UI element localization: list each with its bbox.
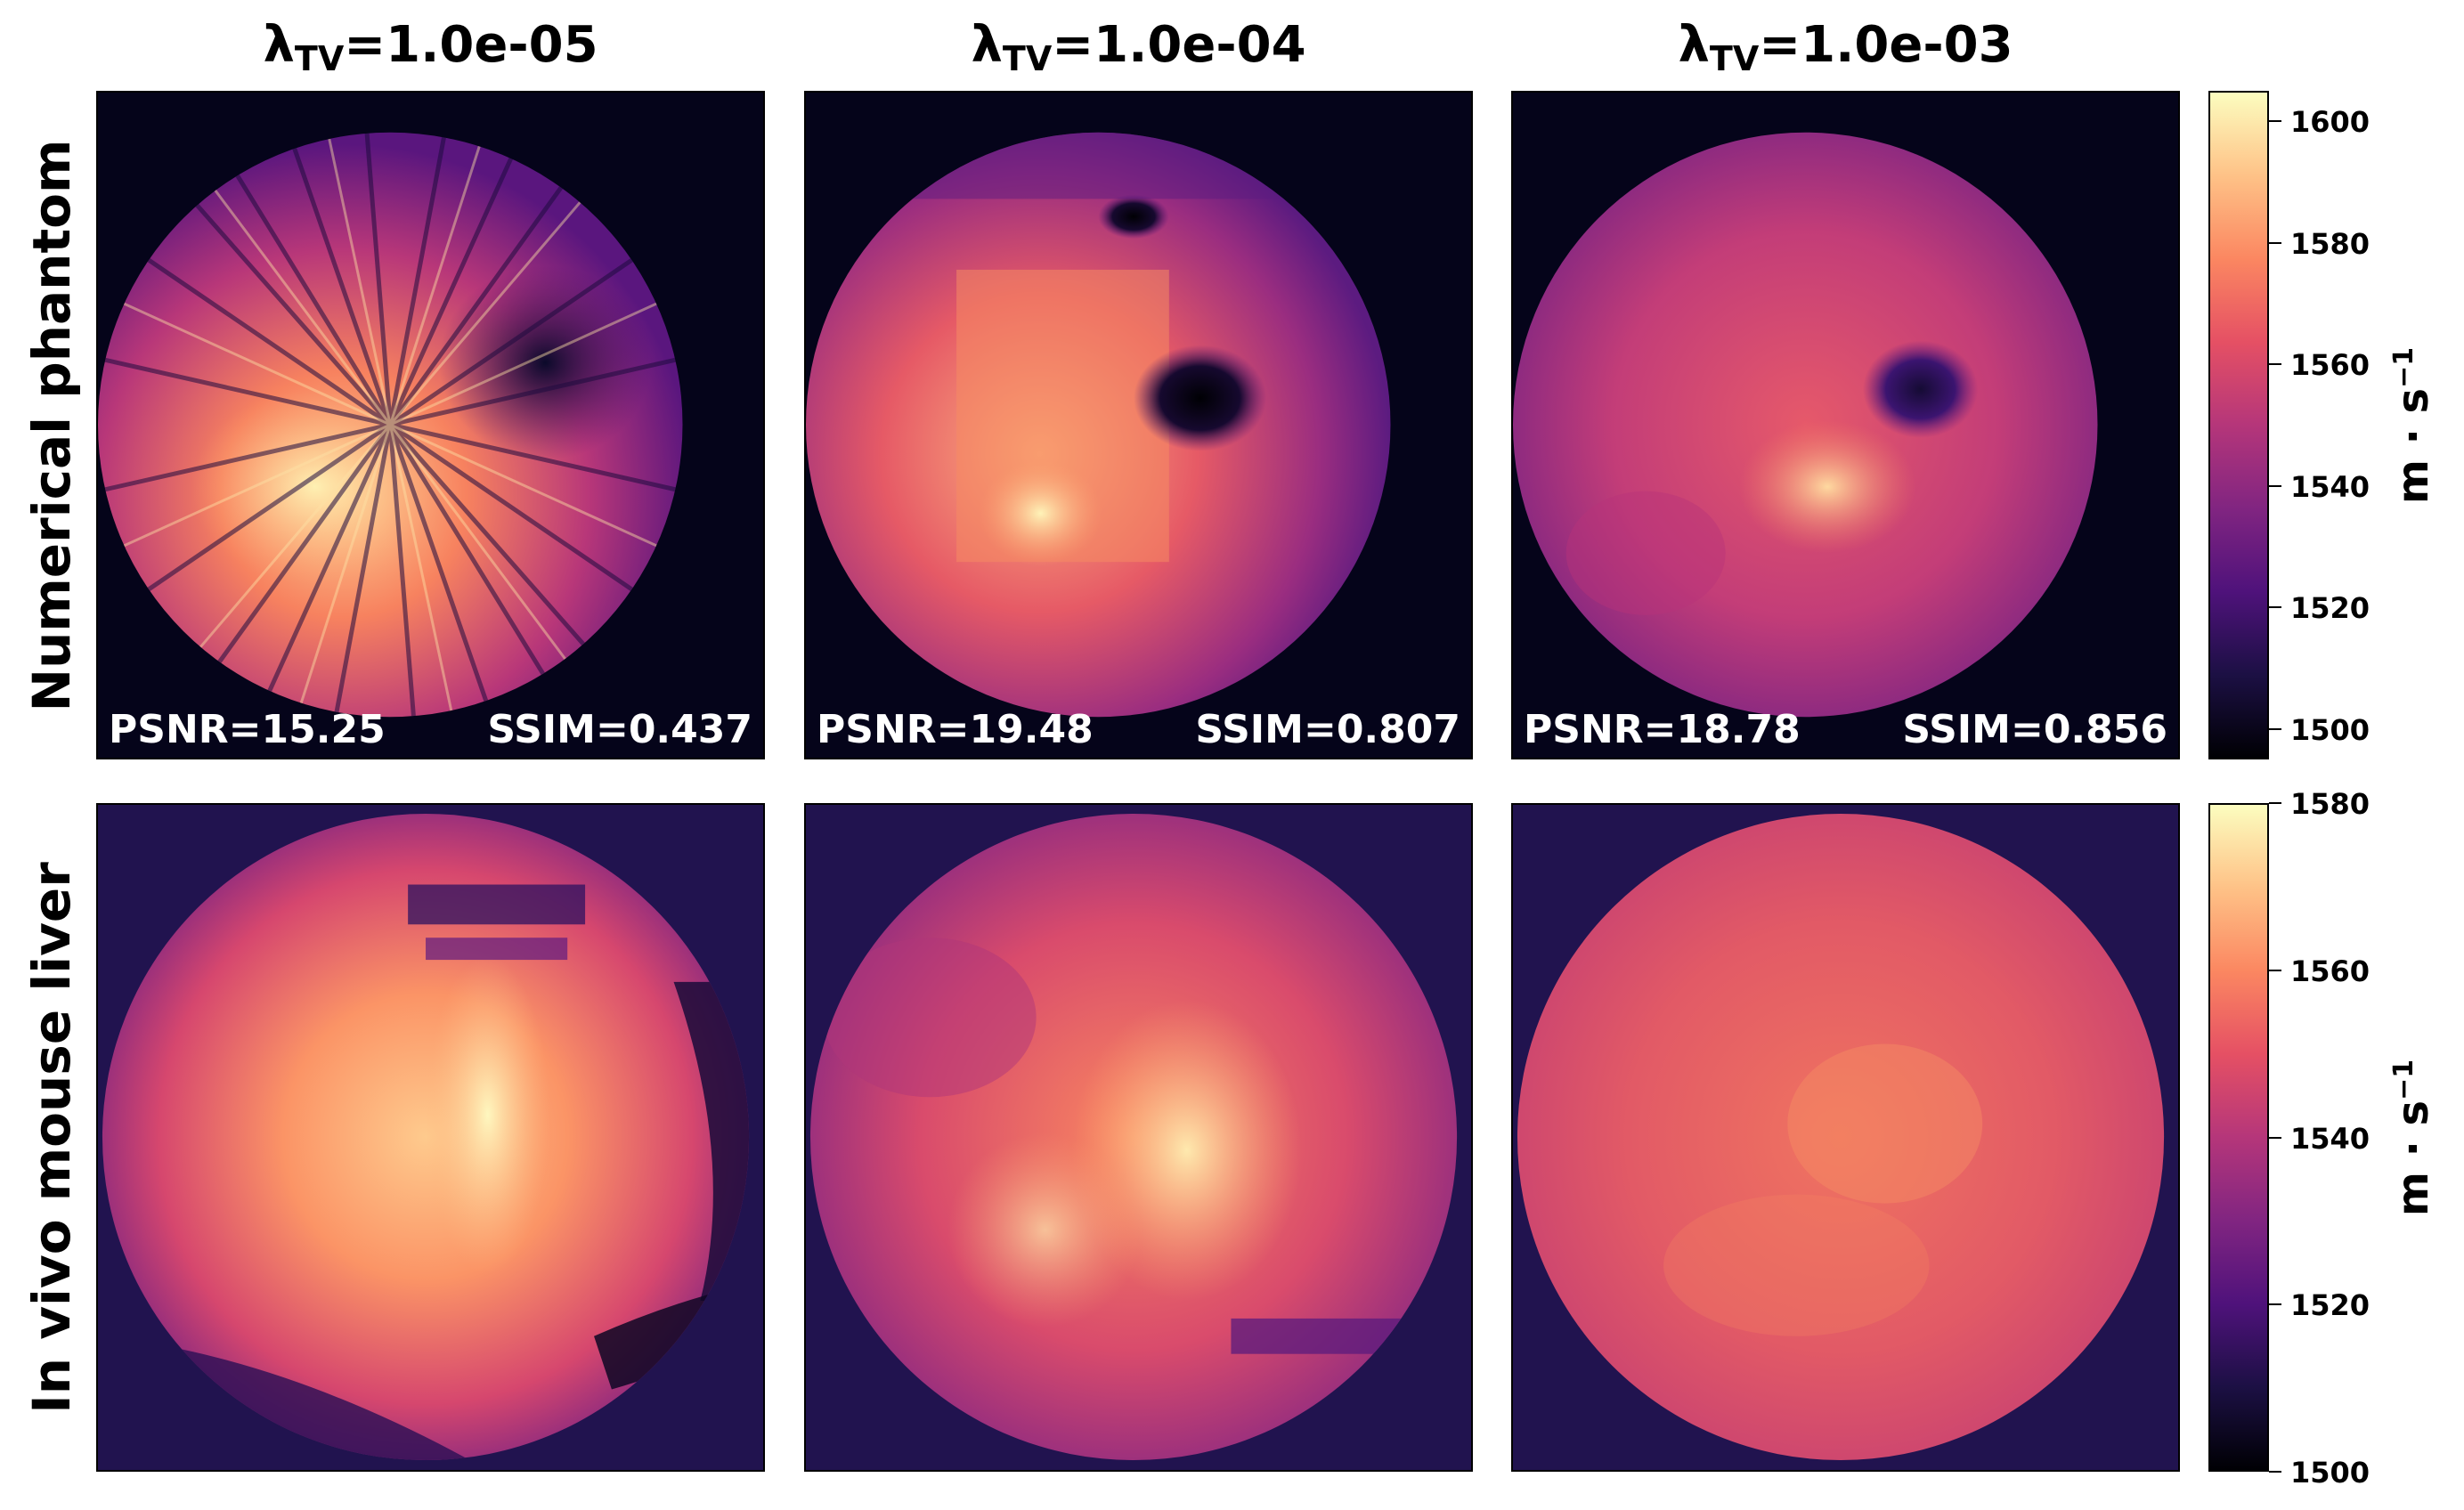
tick-label: 1560: [2290, 954, 2370, 988]
tick-mark: [2269, 1471, 2281, 1473]
column-title-3: λTV=1.0e-03: [1511, 16, 2180, 78]
lambda-value: =1.0e-05: [344, 16, 598, 74]
tick-label: 1520: [2290, 1288, 2370, 1323]
tick-mark: [2269, 727, 2281, 730]
psnr-value: PSNR=18.78: [1524, 707, 1801, 752]
tick-mark: [2269, 241, 2281, 244]
liver-image-2: [809, 813, 1458, 1461]
ssim-value: SSIM=0.437: [487, 707, 752, 752]
row-label-liver: In vivo mouse liver: [21, 862, 82, 1414]
lambda-symbol: λ: [1678, 16, 1710, 74]
unit-exponent: −1: [2388, 1059, 2419, 1100]
tick-label: 1500: [2290, 1456, 2370, 1490]
phantom-panel-2: PSNR=19.48 SSIM=0.807: [804, 91, 1473, 759]
tick-label: 1540: [2290, 1121, 2370, 1156]
tick-label: 1580: [2290, 226, 2370, 261]
tick-label: 1600: [2290, 105, 2370, 140]
phantom-panel-3: PSNR=18.78 SSIM=0.856: [1511, 91, 2180, 759]
colorbar-liver: [2208, 803, 2269, 1472]
tick-mark: [2269, 1136, 2281, 1139]
ssim-value: SSIM=0.856: [1902, 707, 2167, 752]
tick-mark: [2269, 120, 2281, 123]
lambda-value: =1.0e-04: [1052, 16, 1306, 74]
lambda-subscript: TV: [1002, 39, 1053, 78]
liver-image-3: [1517, 813, 2165, 1461]
colorbar-phantom-unit: m · s−1: [2388, 347, 2438, 504]
lambda-subscript: TV: [1709, 39, 1760, 78]
tick-mark: [2269, 802, 2281, 804]
unit-text: m · s: [2388, 387, 2438, 505]
tick-label: 1560: [2290, 348, 2370, 383]
psnr-value: PSNR=15.25: [109, 707, 386, 752]
liver-image-1: [102, 813, 750, 1461]
psnr-value: PSNR=19.48: [817, 707, 1094, 752]
tick-label: 1540: [2290, 469, 2370, 504]
tick-label: 1500: [2290, 712, 2370, 747]
liver-panel-3: [1511, 803, 2180, 1472]
tick-mark: [2269, 484, 2281, 487]
column-title-2: λTV=1.0e-04: [804, 16, 1473, 78]
tick-mark: [2269, 1303, 2281, 1306]
tick-mark: [2269, 969, 2281, 971]
lambda-subscript: TV: [294, 39, 345, 78]
lambda-symbol: λ: [971, 16, 1003, 74]
phantom-image-2: [806, 132, 1391, 718]
tick-label: 1580: [2290, 787, 2370, 821]
phantom-metrics-3: PSNR=18.78 SSIM=0.856: [1513, 707, 2178, 752]
column-title-1: λTV=1.0e-05: [96, 16, 765, 78]
colorbar-phantom: [2208, 91, 2269, 759]
phantom-image-1: [98, 132, 683, 718]
phantom-metrics-1: PSNR=15.25 SSIM=0.437: [98, 707, 763, 752]
tick-label: 1520: [2290, 591, 2370, 626]
liver-panel-1: [96, 803, 765, 1472]
tick-mark: [2269, 363, 2281, 366]
phantom-image-3: [1513, 132, 2098, 718]
lambda-symbol: λ: [263, 16, 295, 74]
unit-exponent: −1: [2388, 346, 2419, 388]
ssim-value: SSIM=0.807: [1195, 707, 1460, 752]
unit-text: m · s: [2388, 1100, 2438, 1217]
phantom-metrics-2: PSNR=19.48 SSIM=0.807: [806, 707, 1471, 752]
phantom-panel-1: PSNR=15.25 SSIM=0.437: [96, 91, 765, 759]
lambda-value: =1.0e-03: [1759, 16, 2013, 74]
row-label-phantom: Numerical phantom: [21, 139, 82, 712]
tick-mark: [2269, 606, 2281, 609]
liver-panel-2: [804, 803, 1473, 1472]
colorbar-liver-unit: m · s−1: [2388, 1059, 2438, 1216]
